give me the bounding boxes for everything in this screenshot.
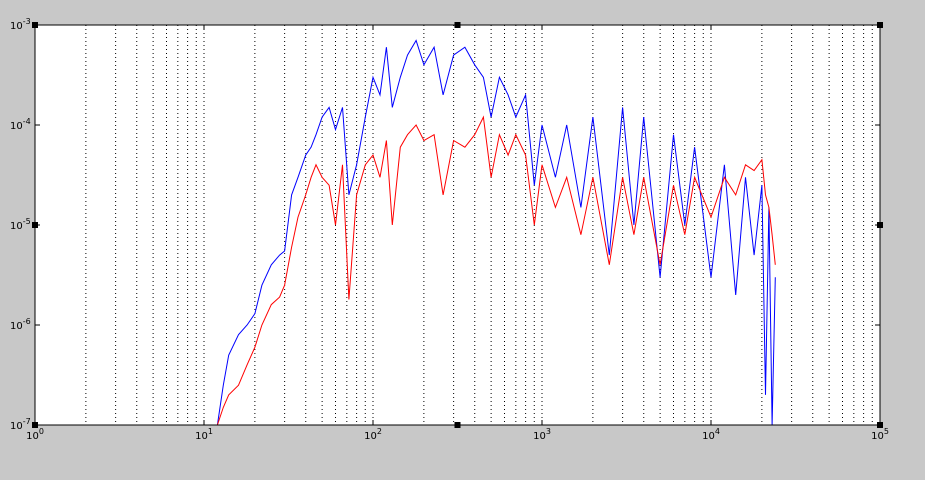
y-tick-label: 10-4 [10, 117, 31, 132]
x-tick-label: 101 [195, 427, 213, 442]
selection-handles[interactable] [32, 22, 883, 428]
y-tick-label: 10-3 [10, 17, 31, 32]
y-tick-label: 10-6 [10, 317, 31, 332]
y-tick-label: 10-7 [10, 417, 31, 432]
series-2-line [216, 115, 776, 426]
resize-handle[interactable] [877, 222, 883, 228]
series-layer [216, 39, 776, 426]
x-tick-label: 104 [702, 427, 720, 442]
resize-handle[interactable] [32, 422, 38, 428]
y-tick-label: 10-5 [10, 217, 31, 232]
x-tick-label: 100 [26, 427, 44, 442]
x-tick-label: 103 [533, 427, 551, 442]
resize-handle[interactable] [454, 22, 461, 28]
resize-handle[interactable] [32, 22, 38, 28]
resize-handle[interactable] [32, 222, 38, 228]
plot-area [35, 25, 880, 425]
resize-handle[interactable] [454, 422, 461, 428]
series-1-line [216, 39, 776, 426]
resize-handle[interactable] [877, 422, 883, 428]
x-tick-label: 105 [871, 427, 889, 442]
x-tick-label: 102 [364, 427, 382, 442]
resize-handle[interactable] [877, 22, 883, 28]
ticks: 100 101 102 103 104 105 10-7 10-6 10-5 10-4 10-3 [10, 17, 889, 442]
